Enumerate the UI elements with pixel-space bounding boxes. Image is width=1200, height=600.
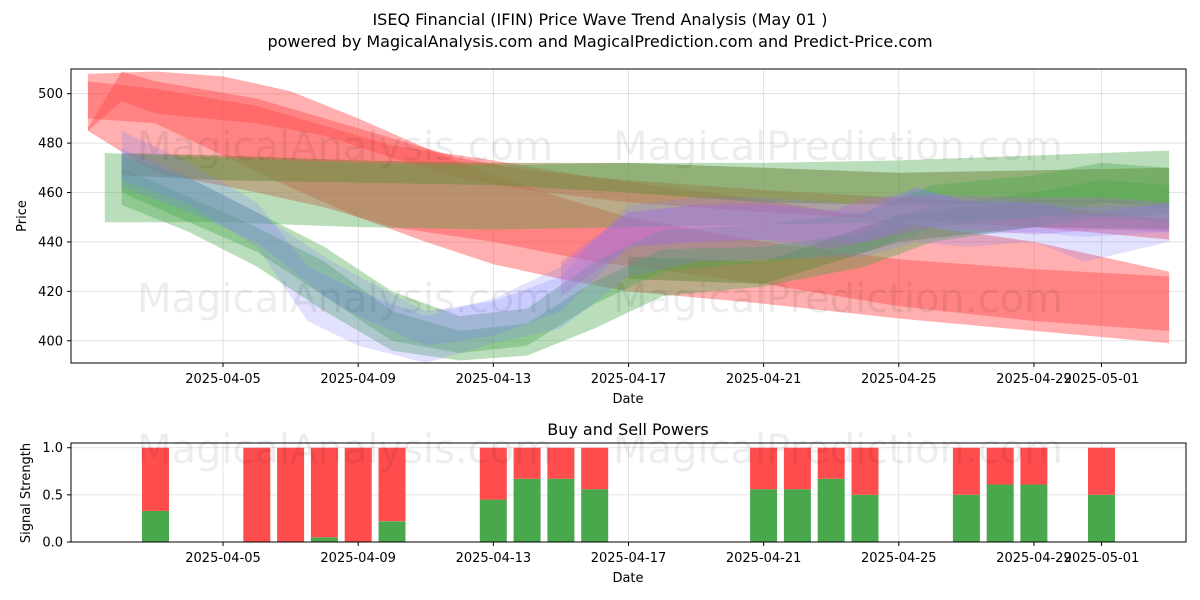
chart-subtitle: powered by MagicalAnalysis.com and Magic… (267, 32, 932, 51)
price-y-label: Price (15, 200, 30, 232)
price-band-green-6 (121, 155, 1170, 354)
signal-y-ticks: 0.0 0.5 1.0 (42, 441, 71, 551)
sell-bar (547, 447, 575, 479)
sell-bar (142, 447, 169, 511)
buy-bar (1088, 494, 1115, 542)
price-x-tick-label: 2025-04-29 (996, 372, 1072, 387)
price-x-tick-label: 2025-04-13 (456, 372, 532, 387)
buy-bar (142, 510, 169, 542)
signal-x-tick-label: 2025-04-17 (591, 551, 667, 566)
signal-x-tick-label: 2025-04-25 (861, 551, 937, 566)
price-band-blue-8 (121, 130, 1170, 363)
watermark-analysis-bottom: MagicalAnalysis.com (137, 427, 553, 473)
price-x-tick-label: 2025-04-21 (726, 372, 802, 387)
signal-watermarks: MagicalAnalysis.com MagicalPrediction.co… (137, 427, 1063, 473)
price-wave-bands (87, 71, 1170, 363)
price-y-tick-label: 420 (38, 285, 63, 300)
signal-bars (142, 447, 1115, 542)
buy-bar (783, 489, 811, 542)
signal-x-tick-label: 2025-04-09 (320, 551, 396, 566)
watermark-prediction-mid: MagicalPrediction.com (613, 276, 1063, 322)
buy-bar (378, 521, 406, 542)
signal-y-tick-label: 0.5 (42, 488, 63, 503)
buy-bar (986, 484, 1014, 542)
sell-bar (344, 447, 372, 542)
sell-bar (750, 447, 778, 490)
price-y-tick-label: 480 (38, 137, 63, 152)
sell-bar (783, 447, 811, 490)
signal-x-tick-label: 2025-04-05 (185, 551, 261, 566)
price-watermarks: MagicalAnalysis.com MagicalPrediction.co… (137, 124, 1063, 322)
buy-bar (581, 489, 609, 542)
price-y-tick-label: 460 (38, 186, 63, 201)
price-band-blue-9 (121, 148, 1170, 346)
buy-bar (952, 494, 980, 542)
signal-x-label: Date (612, 571, 643, 586)
price-x-tick-label: 2025-04-25 (861, 372, 937, 387)
sell-bar (581, 447, 609, 490)
price-x-label: Date (612, 392, 643, 407)
price-x-tick-label: 2025-04-05 (185, 372, 261, 387)
price-panel: MagicalAnalysis.com MagicalPrediction.co… (15, 68, 1187, 407)
signal-panel: Buy and Sell Powers MagicalAnalysis.com … (19, 420, 1187, 586)
signal-y-label: Signal Strength (19, 443, 34, 543)
signal-x-tick-label: 2025-04-29 (996, 551, 1072, 566)
price-band-red-2 (87, 71, 1170, 344)
watermark-analysis-top: MagicalAnalysis.com (137, 124, 553, 170)
signal-y-tick-label: 1.0 (42, 441, 63, 456)
buy-bar (513, 478, 541, 542)
price-y-tick-label: 440 (38, 235, 63, 250)
buy-bar (310, 537, 338, 542)
buy-bar (479, 499, 507, 542)
sell-bar (513, 447, 541, 479)
price-y-ticks: 400 420 440 460 480 500 (38, 87, 71, 349)
signal-y-tick-label: 0.0 (42, 536, 63, 551)
price-x-tick-label: 2025-04-17 (591, 372, 667, 387)
price-band-olive-4 (628, 199, 1170, 284)
buy-bar (1020, 484, 1048, 542)
signal-title: Buy and Sell Powers (547, 420, 709, 439)
sell-bar (986, 447, 1014, 485)
sell-bar (243, 447, 271, 542)
price-band-green-7 (121, 167, 1170, 361)
signal-x-tick-label: 2025-05-01 (1064, 551, 1140, 566)
watermark-analysis-mid: MagicalAnalysis.com (137, 276, 553, 322)
price-band-olive-3 (121, 153, 1170, 205)
price-grid (71, 69, 1186, 363)
sell-bar (952, 447, 980, 495)
signal-x-tick-label: 2025-04-13 (456, 551, 532, 566)
sell-bar (817, 447, 845, 479)
buy-bar (851, 494, 879, 542)
price-band-green-5 (104, 150, 1170, 230)
buy-bar (547, 478, 575, 542)
price-x-ticks: 2025-04-05 2025-04-09 2025-04-13 2025-04-17… (185, 363, 1139, 387)
sell-bar (277, 447, 305, 542)
sell-bar (310, 447, 338, 538)
signal-x-tick-label: 2025-04-21 (726, 551, 802, 566)
watermark-prediction-bottom: MagicalPrediction.com (613, 427, 1063, 473)
buy-bar (817, 478, 845, 542)
price-y-tick-label: 400 (38, 334, 63, 349)
price-band-purple-10 (560, 195, 1170, 297)
buy-bar (750, 489, 778, 542)
price-x-tick-label: 2025-04-09 (320, 372, 396, 387)
sell-bar (1020, 447, 1048, 485)
signal-x-ticks: 2025-04-05 2025-04-09 2025-04-13 2025-04-17… (185, 542, 1139, 566)
price-y-tick-label: 500 (38, 87, 63, 102)
watermark-prediction-top: MagicalPrediction.com (613, 124, 1063, 170)
sell-bar (479, 447, 507, 500)
sell-bar (378, 447, 406, 522)
sell-bar (1088, 447, 1115, 495)
sell-bar (851, 447, 879, 495)
chart-title: ISEQ Financial (IFIN) Price Wave Trend A… (372, 10, 827, 29)
price-band-red-0 (87, 81, 1170, 331)
price-x-tick-label: 2025-05-01 (1064, 372, 1140, 387)
